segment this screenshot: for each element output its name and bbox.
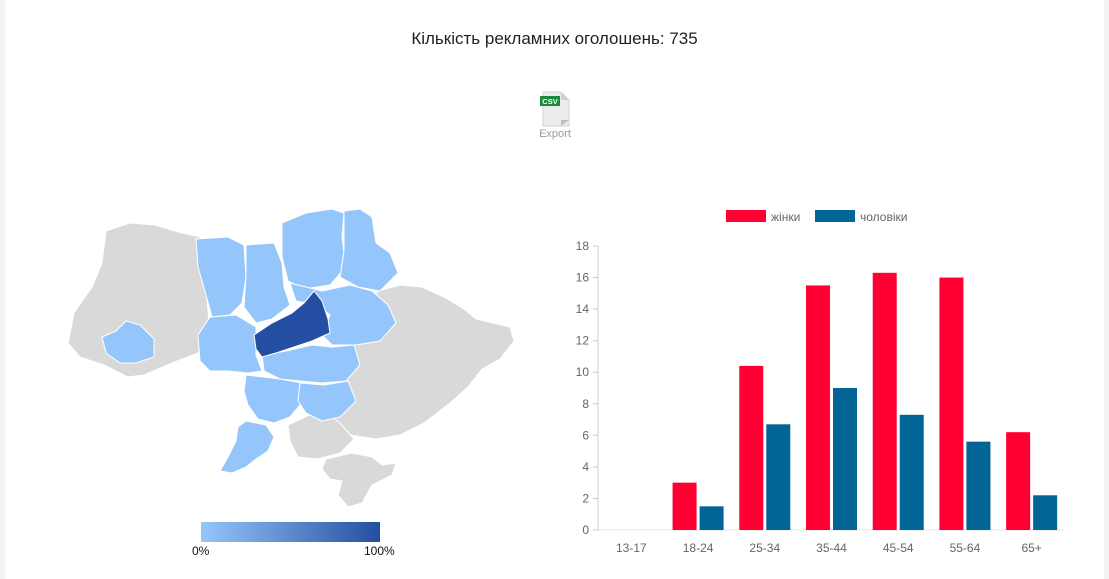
x-tick-label: 55-64 <box>950 541 981 555</box>
region-map <box>60 195 530 515</box>
map-region-north-west <box>195 236 247 318</box>
bar-men <box>966 441 991 530</box>
map-region-crimea <box>321 452 397 508</box>
scale-min-label: 0% <box>192 544 210 558</box>
x-tick-label: 65+ <box>1021 541 1041 555</box>
map-region-chernivtsi <box>101 320 155 364</box>
bar-women <box>739 365 764 530</box>
bar-men <box>699 506 724 530</box>
y-tick-label: 4 <box>582 460 589 474</box>
map-region-chernihiv <box>281 208 347 290</box>
map-region-odesa <box>219 420 275 474</box>
x-tick-label: 35-44 <box>816 541 847 555</box>
legend-label-women: жінки <box>771 210 800 224</box>
bar-men <box>766 424 791 530</box>
y-tick-label: 8 <box>582 397 589 411</box>
bar-women <box>806 285 830 530</box>
x-tick-label: 45-54 <box>883 541 914 555</box>
map-region-north-center <box>243 242 291 324</box>
y-tick-label: 0 <box>582 523 589 537</box>
map-region-kirovohrad <box>261 344 361 384</box>
map-region-mykolaiv <box>243 374 303 424</box>
legend-swatch-men <box>815 210 855 222</box>
legend-swatch-women <box>726 210 766 222</box>
bar-women <box>672 482 697 530</box>
bar-women <box>872 272 897 530</box>
bar-women <box>1006 432 1031 530</box>
map-region-vinnytsia <box>197 314 263 374</box>
x-tick-label: 18-24 <box>683 541 714 555</box>
y-tick-label: 10 <box>576 365 590 379</box>
y-tick-label: 16 <box>576 271 590 285</box>
legend-label-men: чоловіки <box>860 210 907 224</box>
y-tick-label: 14 <box>576 302 590 316</box>
age-gender-bar-chart: 0 2 4 6 8 10 12 14 16 18 13-17 18-24 25-34 35-44 45-54… <box>576 210 1065 555</box>
export-button[interactable]: CSV Export <box>527 90 583 140</box>
bar-men <box>1033 495 1058 530</box>
csv-icon-text: CSV <box>542 97 557 106</box>
bar-women <box>939 277 964 530</box>
x-tick-label: 13-17 <box>616 541 647 555</box>
csv-file-icon: CSV <box>540 91 570 127</box>
x-tick-label: 25-34 <box>749 541 780 555</box>
scale-max-label: 100% <box>364 544 395 558</box>
y-tick-label: 18 <box>576 239 590 253</box>
bar-men <box>833 388 857 530</box>
export-label: Export <box>539 128 571 140</box>
map-region-sumy <box>339 208 399 292</box>
bar-men <box>899 414 924 530</box>
color-scale-bar <box>201 522 380 542</box>
y-tick-label: 12 <box>576 334 590 348</box>
y-tick-label: 6 <box>582 428 589 442</box>
page-title: Кількість рекламних оголошень: 735 <box>411 29 698 48</box>
map-region-dnipro <box>297 380 357 422</box>
map-region-cherkasy <box>253 290 331 358</box>
y-tick-label: 2 <box>582 491 589 505</box>
